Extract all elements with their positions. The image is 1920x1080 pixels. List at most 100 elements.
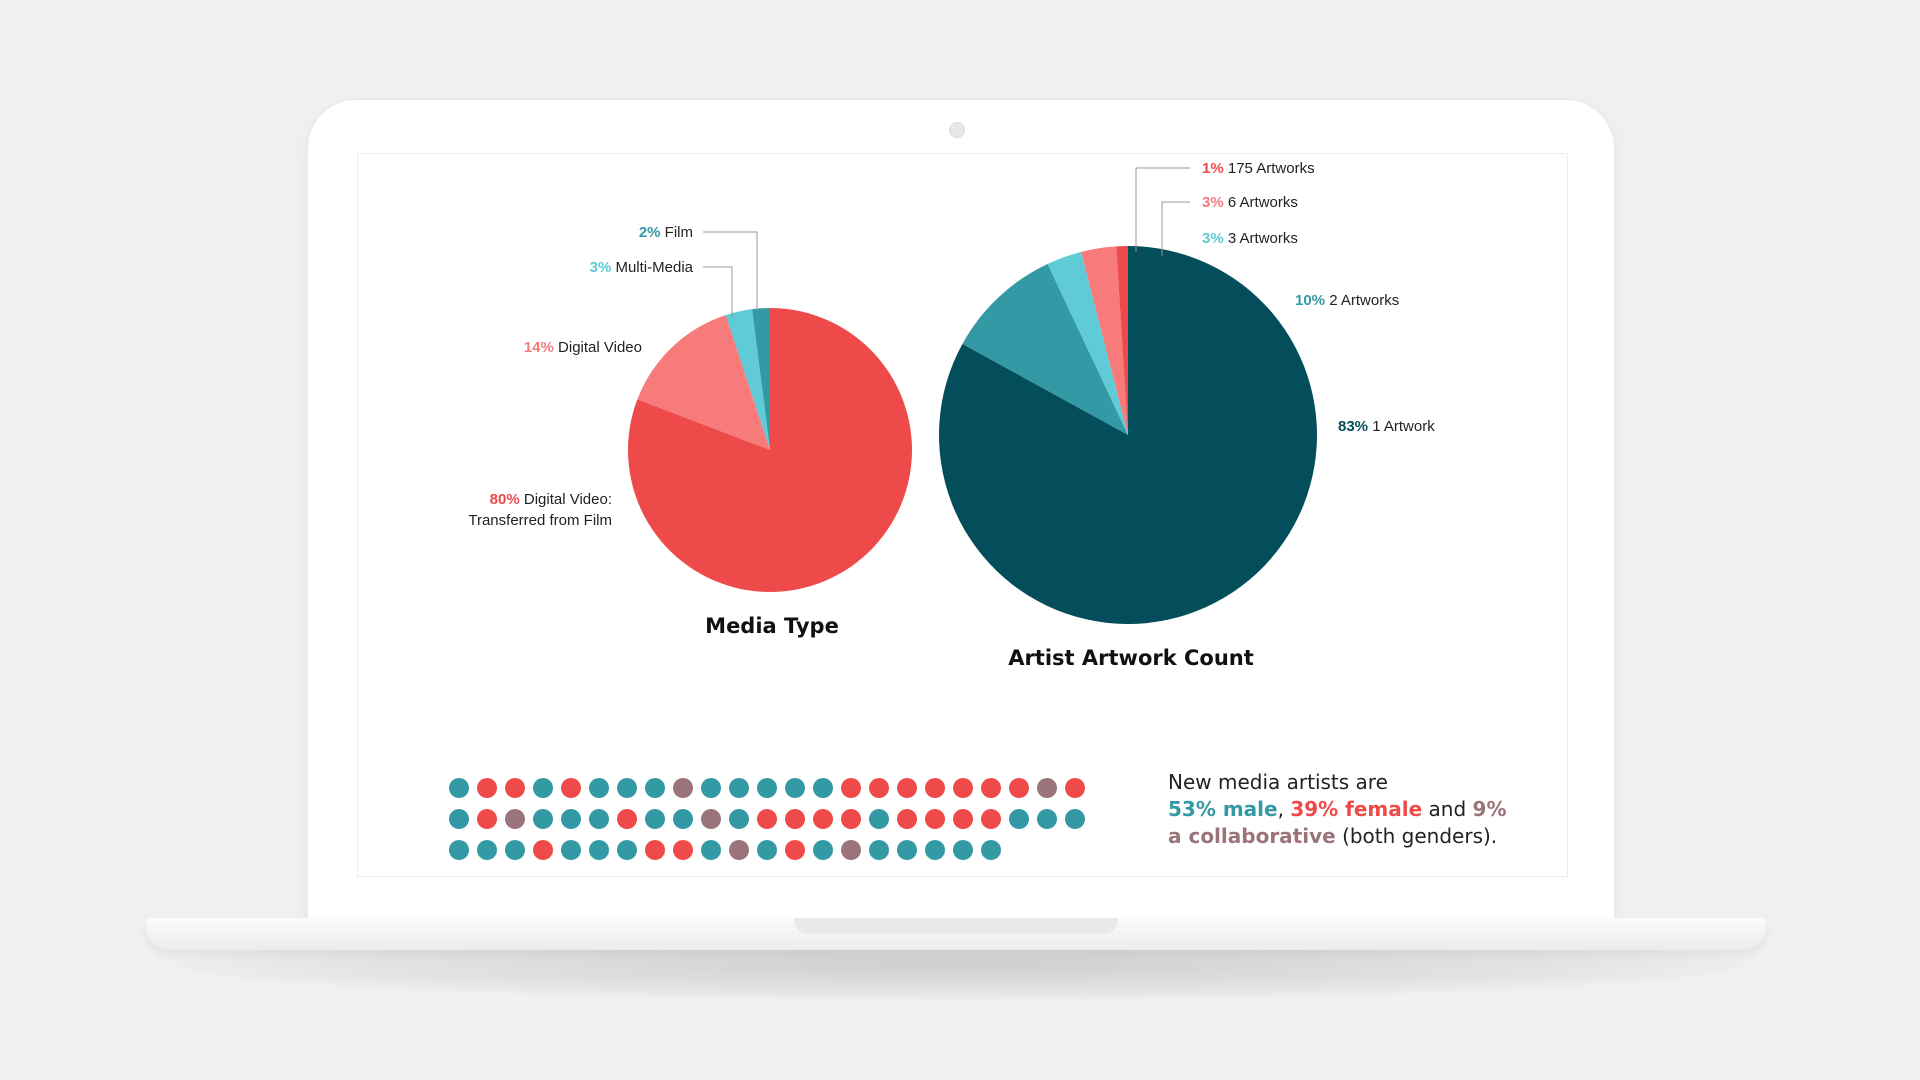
callout-line-6-artworks (1161, 201, 1190, 256)
summary-line2: 53% male, 39% female and 9% (1168, 796, 1528, 823)
dot-female (561, 778, 581, 798)
dot-collaborative (1037, 778, 1057, 798)
dot-female (785, 809, 805, 829)
dot-female (953, 778, 973, 798)
dot-male (589, 778, 609, 798)
dot-female (953, 809, 973, 829)
callout-line-multimedia (703, 266, 733, 318)
dot-male (1009, 809, 1029, 829)
dot-female (757, 809, 777, 829)
dot-male (589, 809, 609, 829)
dot-male (869, 809, 889, 829)
dot-male (617, 840, 637, 860)
artwork-count-slice-3 (962, 263, 1128, 435)
media-type-slice-2 (637, 315, 770, 450)
dot-male (729, 778, 749, 798)
dot-male (645, 778, 665, 798)
webcam-icon (949, 122, 965, 138)
gender-dot-matrix (449, 778, 1085, 860)
slice-label-3-artworks: 3% 3 Artworks (1202, 230, 1298, 247)
media-type-labels: 2% Film 3% Multi-Media 14% Digital Video… (468, 224, 838, 638)
dot-collaborative (673, 778, 693, 798)
dot-female (477, 809, 497, 829)
dot-male (589, 840, 609, 860)
dot-male (645, 809, 665, 829)
dot-female (841, 778, 861, 798)
laptop-notch (794, 918, 1118, 934)
dot-male (449, 840, 469, 860)
dot-female (673, 840, 693, 860)
dot-male (561, 840, 581, 860)
slice-label-transferred-film-line2: Transferred from Film (468, 512, 612, 529)
media-type-callout-lines (703, 231, 758, 318)
dot-female (925, 778, 945, 798)
slice-label-transferred-film: 80% Digital Video: (490, 491, 612, 508)
dot-collaborative (505, 809, 525, 829)
dot-female (897, 809, 917, 829)
dot-female (785, 840, 805, 860)
dot-collaborative (729, 840, 749, 860)
artwork-count-slice-2 (1047, 251, 1128, 435)
dot-male (533, 778, 553, 798)
dot-male (897, 840, 917, 860)
artwork-count-callout-lines (1135, 167, 1190, 256)
artist-artwork-count-title: Artist Artwork Count (1008, 646, 1254, 670)
dot-female (1009, 778, 1029, 798)
dot-male (505, 840, 525, 860)
summary-comma: , (1277, 797, 1284, 821)
dot-male (869, 840, 889, 860)
summary-and: and (1428, 797, 1467, 821)
media-type-title: Media Type (705, 614, 839, 638)
dot-male (449, 778, 469, 798)
callout-line-film (703, 231, 758, 310)
dot-collaborative (701, 809, 721, 829)
dot-female (1065, 778, 1085, 798)
media-type-slice-3 (628, 308, 912, 592)
slice-label-175-artworks: 1% 175 Artworks (1202, 160, 1315, 177)
laptop-screen (357, 153, 1568, 877)
dot-male (813, 840, 833, 860)
dot-female (617, 809, 637, 829)
summary-line1: New media artists are (1168, 770, 1388, 794)
summary-tail: (both genders). (1342, 824, 1498, 848)
dot-male (673, 809, 693, 829)
dot-female (841, 809, 861, 829)
slice-label-film: 2% Film (639, 224, 693, 241)
gender-summary: New media artists are 53% male, 39% fema… (1168, 769, 1528, 850)
dot-male (729, 809, 749, 829)
artwork-count-slice-1 (1080, 246, 1128, 435)
slice-label-6-artworks: 3% 6 Artworks (1202, 194, 1298, 211)
dot-male (701, 840, 721, 860)
dot-female (897, 778, 917, 798)
dot-male (757, 840, 777, 860)
slice-label-digital-video: 14% Digital Video (524, 339, 642, 356)
dot-male (785, 778, 805, 798)
dot-male (953, 840, 973, 860)
media-type-slice-0 (752, 308, 770, 450)
summary-collab-pct: 9% (1472, 797, 1507, 821)
dot-male (757, 778, 777, 798)
artwork-count-labels: 1% 175 Artworks 3% 6 Artworks 3% 3 Artwo… (1008, 160, 1435, 670)
dot-female (533, 840, 553, 860)
summary-female: 39% female (1290, 797, 1423, 821)
dot-collaborative (841, 840, 861, 860)
dot-female (645, 840, 665, 860)
callout-line-175-artworks (1135, 167, 1190, 252)
dot-male (477, 840, 497, 860)
dot-male (533, 809, 553, 829)
summary-male: 53% male (1168, 797, 1278, 821)
slice-label-2-artworks: 10% 2 Artworks (1295, 292, 1399, 309)
dot-female (981, 778, 1001, 798)
dot-female (925, 809, 945, 829)
dot-female (505, 778, 525, 798)
dot-male (449, 809, 469, 829)
dot-female (981, 809, 1001, 829)
dot-male (617, 778, 637, 798)
slice-label-1-artwork: 83% 1 Artwork (1338, 418, 1435, 435)
summary-line3: a collaborative (both genders). (1168, 823, 1528, 850)
dot-male (701, 778, 721, 798)
dot-female (813, 809, 833, 829)
dot-male (813, 778, 833, 798)
dot-male (1065, 809, 1085, 829)
